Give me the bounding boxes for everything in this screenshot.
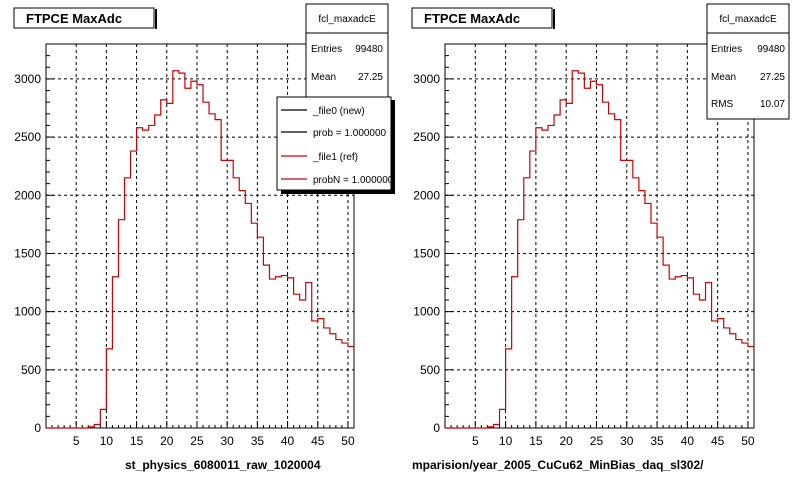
right-stats-rms-label: RMS xyxy=(711,99,734,110)
left-x-tick-label-10: 10 xyxy=(100,434,114,448)
right-stats-entries-value: 99480 xyxy=(757,44,785,55)
left-x-tick-label-45: 45 xyxy=(311,434,325,448)
left-x-tick-label-30: 30 xyxy=(220,434,234,448)
legend-frame xyxy=(276,96,392,191)
left-stats-entries-label: Entries xyxy=(311,44,342,55)
right-x-tick-label-40: 40 xyxy=(681,434,695,448)
left-series-0-histogram xyxy=(46,70,354,429)
left-title-box xyxy=(13,7,155,29)
left-x-tick-label-40: 40 xyxy=(281,434,295,448)
right-x-tick-label-45: 45 xyxy=(711,434,725,448)
right-stats-frame xyxy=(706,3,790,120)
left-x-tick-label-50: 50 xyxy=(341,434,355,448)
right-stats-mean-value: 27.25 xyxy=(760,72,785,83)
left-title-shadow xyxy=(155,9,157,29)
right-x-tick-label-25: 25 xyxy=(590,434,604,448)
legend-label-probn: probN = 1.000000 xyxy=(313,175,394,186)
right-x-tick-label-20: 20 xyxy=(559,434,573,448)
right-y-tick-label-500: 500 xyxy=(420,363,440,377)
left-y-tick-label-1500: 1500 xyxy=(14,246,41,260)
left-y-tick-label-500: 500 xyxy=(21,363,41,377)
left-x-tick-label-25: 25 xyxy=(190,434,204,448)
right-plot-area: 5 10 15 20 25 30 35 40 45 50050010001500200025003… xyxy=(413,43,755,448)
right-stats-box: fcl_maxadcE Entries 99480 Mean 27.25 RMS… xyxy=(706,3,790,120)
left-stats-mean-value: 27.25 xyxy=(358,72,383,83)
left-chart-title: FTPCE MaxAdc xyxy=(26,11,122,26)
left-x-tick-label-20: 20 xyxy=(160,434,174,448)
left-y-tick-label-0: 0 xyxy=(34,421,41,435)
left-histogram-pad: FTPCE MaxAdc 5 10 15 20 25 30 35 40 45 5005001000… xyxy=(13,7,355,472)
right-plot-frame xyxy=(444,43,755,429)
left-plot-area: 5 10 15 20 25 30 35 40 45 50050010001500200025003… xyxy=(14,43,355,448)
left-y-tick-label-2500: 2500 xyxy=(14,130,41,144)
left-x-tick-label-15: 15 xyxy=(130,434,144,448)
right-chart-title: FTPCE MaxAdc xyxy=(424,11,520,26)
right-x-axis-title: mparision/year_2005_CuCu62_MinBias_daq_s… xyxy=(412,458,704,472)
right-y-tick-label-1000: 1000 xyxy=(413,305,440,319)
right-y-tick-label-2500: 2500 xyxy=(413,130,440,144)
left-legend: _file0 (new) prob = 1.000000 _file1 (ref… xyxy=(276,96,395,194)
right-stats-entries-label: Entries xyxy=(711,44,742,55)
right-y-tick-label-2000: 2000 xyxy=(413,188,440,202)
left-stats-mean-label: Mean xyxy=(311,72,336,83)
left-y-tick-label-2000: 2000 xyxy=(14,188,41,202)
right-stats-mean-label: Mean xyxy=(711,72,736,83)
left-x-tick-label-5: 5 xyxy=(73,434,80,448)
right-histogram-pad: FTPCE MaxAdc 5 10 15 20 25 30 35 40 45 5005001000… xyxy=(411,7,755,472)
right-x-tick-label-5: 5 xyxy=(472,434,479,448)
right-y-tick-label-1500: 1500 xyxy=(413,246,440,260)
right-x-tick-label-15: 15 xyxy=(529,434,543,448)
left-stats-entries-value: 99480 xyxy=(355,44,383,55)
right-x-tick-label-10: 10 xyxy=(499,434,513,448)
legend-label-file0: _file0 (new) xyxy=(312,106,365,117)
right-y-tick-label-0: 0 xyxy=(433,421,440,435)
right-x-tick-label-35: 35 xyxy=(650,434,664,448)
right-title-shadow xyxy=(553,9,555,29)
left-stats-name: fcl_maxadcE xyxy=(318,14,376,25)
right-x-tick-label-50: 50 xyxy=(741,434,755,448)
left-x-tick-label-35: 35 xyxy=(251,434,265,448)
right-stats-name: fcl_maxadcE xyxy=(719,14,777,25)
right-title-box xyxy=(411,7,553,29)
right-x-tick-label-30: 30 xyxy=(620,434,634,448)
legend-label-file1: _file1 (ref) xyxy=(312,152,358,163)
right-series-0-histogram xyxy=(445,70,754,429)
right-y-tick-label-3000: 3000 xyxy=(413,72,440,86)
right-stats-rms-value: 10.07 xyxy=(760,99,785,110)
legend-label-prob: prob = 1.000000 xyxy=(313,128,387,139)
left-plot-frame xyxy=(45,43,355,429)
left-x-axis-title: st_physics_6080011_raw_1020004 xyxy=(125,458,321,472)
left-y-tick-label-1000: 1000 xyxy=(14,305,41,319)
left-y-tick-label-3000: 3000 xyxy=(14,72,41,86)
